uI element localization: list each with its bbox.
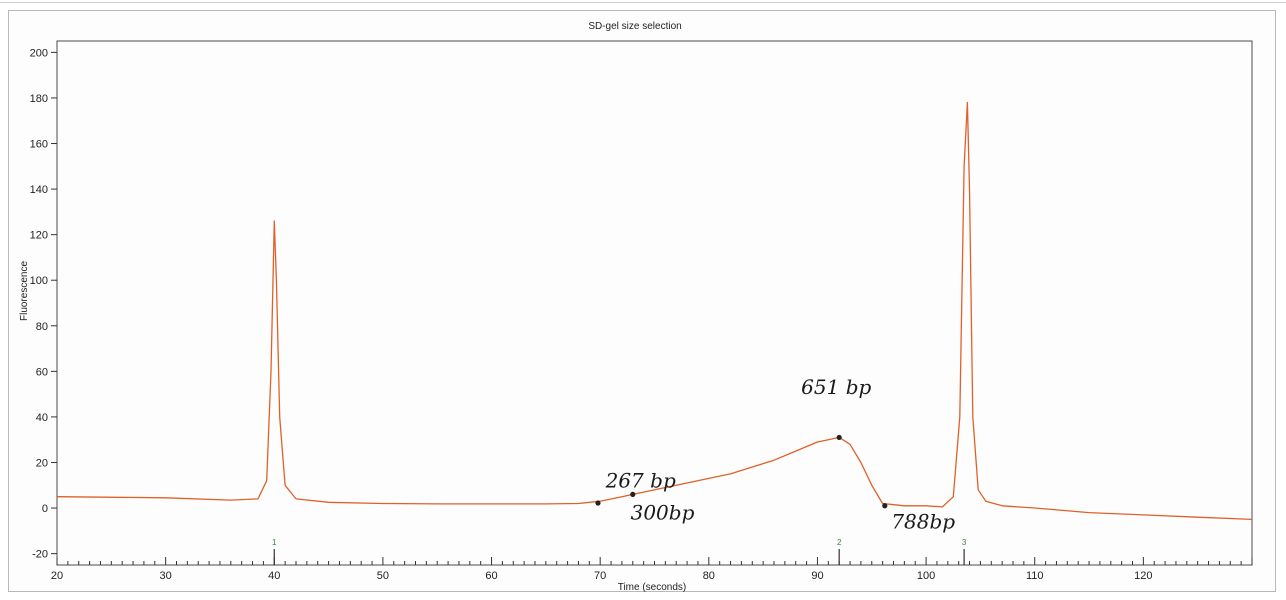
x-tick-label: 120 — [1134, 570, 1152, 582]
annotation-point — [595, 500, 601, 506]
y-tick-label: 160 — [30, 139, 48, 151]
annotation-point — [836, 434, 842, 441]
y-tick-label: 40 — [36, 412, 48, 424]
y-tick-label: 100 — [30, 275, 48, 287]
y-tick-label: 20 — [36, 457, 48, 469]
marker-2-label: 2 — [837, 538, 842, 547]
annotation-group: 267 bp 300bp 651 bp 788bp — [595, 375, 955, 534]
annotation-label: 788bp — [891, 510, 955, 534]
marker-3-label: 3 — [962, 538, 967, 547]
x-tick-label: 110 — [1026, 570, 1044, 582]
x-axis-title: Time (seconds) — [618, 582, 687, 593]
y-tick-label: 60 — [36, 366, 48, 378]
chart-frame — [8, 10, 1276, 592]
marker-1-label: 1 — [272, 538, 277, 547]
y-axis-title: Fluorescence — [19, 261, 30, 321]
x-tick-label: 40 — [268, 570, 280, 582]
x-tick-label: 20 — [51, 570, 63, 582]
chart-title: SD-gel size selection — [588, 21, 681, 32]
y-tick-label: 120 — [30, 230, 48, 242]
x-tick-label: 50 — [377, 570, 389, 582]
marker-group: 1 2 3 — [272, 538, 967, 565]
annotation-label: 300bp — [631, 500, 695, 524]
x-tick-label: 90 — [811, 570, 823, 582]
y-tick-label: 80 — [36, 321, 48, 333]
x-tick-label: 80 — [703, 570, 715, 582]
annotation-label: 651 bp — [801, 375, 871, 399]
x-tick-label: 30 — [160, 570, 172, 582]
x-tick-label: 60 — [485, 570, 497, 582]
annotation-label: 267 bp — [605, 469, 676, 493]
series-line-1 — [56, 101, 1253, 521]
y-tick-label: 140 — [30, 184, 48, 196]
scan-edge-line — [0, 2, 1286, 3]
x-axis: 20 30 40 50 60 70 80 90 100 110 120 — [51, 557, 1253, 582]
annotation-point — [630, 491, 636, 497]
series-group — [56, 101, 1253, 521]
annotation-point — [882, 503, 888, 509]
y-axis: -20 0 20 40 60 80 100 120 140 160 180 200 — [30, 47, 57, 561]
x-tick-label: 70 — [594, 570, 606, 582]
x-tick-label: 100 — [917, 570, 935, 582]
y-tick-label: 200 — [30, 47, 48, 59]
y-tick-label: -20 — [32, 549, 48, 561]
y-tick-label: 180 — [30, 93, 48, 105]
y-tick-label: 0 — [42, 503, 48, 515]
